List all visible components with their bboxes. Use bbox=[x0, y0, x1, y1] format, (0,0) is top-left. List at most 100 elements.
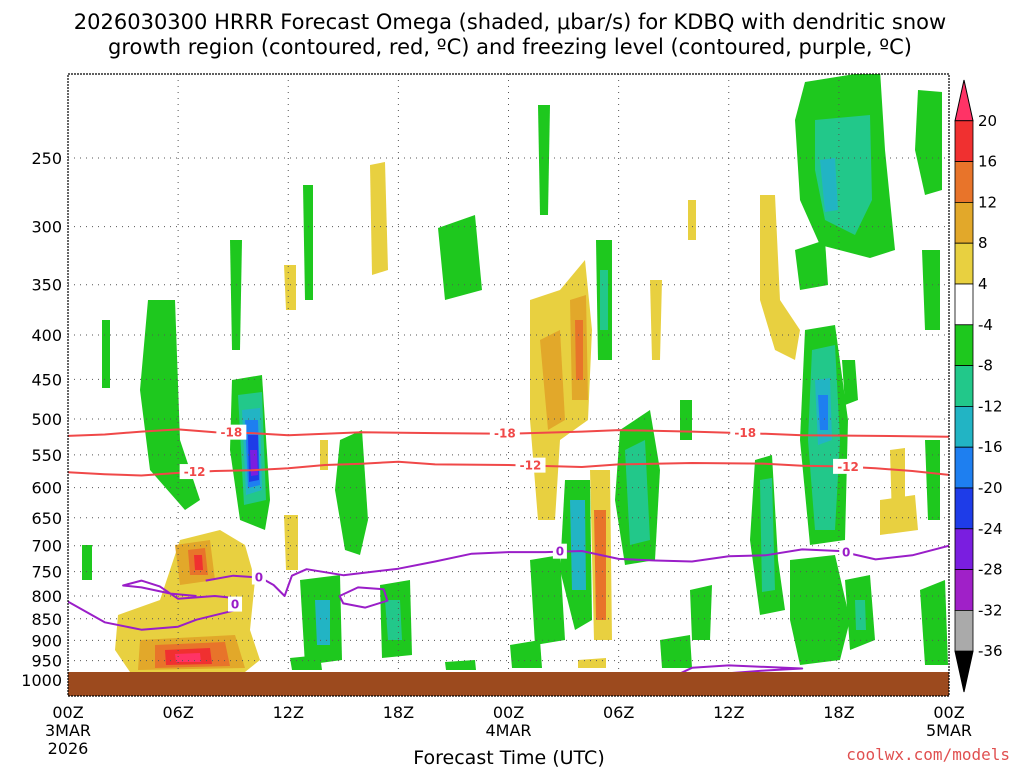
dgz-contour-label-bg bbox=[216, 424, 247, 440]
x-tick-label: 00Z bbox=[933, 703, 964, 722]
colorbar-swatch bbox=[954, 487, 974, 530]
dgz-contour-line bbox=[68, 428, 949, 438]
colorbar-swatch bbox=[954, 161, 974, 203]
x-tick-label: 06Z bbox=[162, 703, 193, 722]
plot-frame bbox=[67, 73, 950, 697]
omega-region bbox=[855, 600, 866, 630]
omega-region bbox=[315, 600, 330, 645]
omega-region bbox=[230, 240, 242, 350]
colorbar-label: -36 bbox=[978, 642, 1003, 660]
colorbar-label: -4 bbox=[978, 316, 993, 334]
freezing-contour-line bbox=[68, 579, 238, 631]
y-axis: 250 300 350 400 450 500 550 600 650 700 750 800 850 9… bbox=[21, 149, 62, 690]
y-tick-label: 900 bbox=[31, 631, 62, 650]
dgz-contour-label: -18 bbox=[221, 426, 243, 440]
freezing-contour-label-bg bbox=[228, 596, 243, 612]
y-tick-label: 950 bbox=[31, 652, 62, 671]
freezing-contour-label-bg bbox=[552, 543, 567, 559]
omega-region bbox=[320, 440, 328, 470]
colorbar-swatch bbox=[954, 569, 974, 611]
omega-region bbox=[194, 555, 203, 570]
chart-title-line-2: growth region (contoured, red, ºC) and f… bbox=[108, 35, 912, 59]
freezing-contour-label-bg bbox=[839, 544, 854, 560]
colorbar-swatch bbox=[954, 201, 974, 244]
omega-region bbox=[650, 280, 662, 360]
y-tick-label: 550 bbox=[31, 446, 62, 465]
colorbar-swatch bbox=[954, 120, 974, 163]
colorbar-label: 8 bbox=[978, 234, 988, 252]
colorbar-label: 12 bbox=[978, 193, 997, 211]
y-tick-label: 350 bbox=[31, 276, 62, 295]
colorbar-label: -12 bbox=[978, 397, 1003, 415]
omega-shading bbox=[82, 74, 948, 672]
colorbar-label: -8 bbox=[978, 357, 993, 375]
dgz-contour-label-bg bbox=[833, 458, 864, 474]
x-tick-label: 00Z bbox=[52, 703, 83, 722]
omega-region bbox=[284, 265, 296, 310]
freezing-contour-label: 0 bbox=[231, 598, 239, 612]
dgz-contour-label: -18 bbox=[734, 426, 756, 440]
omega-region bbox=[175, 653, 201, 662]
credit-text: coolwx.com/models bbox=[846, 745, 1010, 764]
omega-region bbox=[680, 400, 692, 440]
x-tick-label: 00Z bbox=[493, 703, 524, 722]
omega-region bbox=[385, 600, 402, 640]
colorbar-label: 4 bbox=[978, 275, 988, 293]
dgz-contour-label-bg bbox=[179, 464, 210, 480]
y-tick-label: 400 bbox=[31, 326, 62, 345]
y-tick-label: 800 bbox=[31, 587, 62, 606]
x-tick-label: 12Z bbox=[273, 703, 304, 722]
omega-region bbox=[880, 495, 918, 535]
y-tick-label: 650 bbox=[31, 509, 62, 528]
y-tick-label: 450 bbox=[31, 370, 62, 389]
x-tick-label: 2026 bbox=[48, 739, 89, 758]
dgz-contour-label: -12 bbox=[184, 465, 206, 479]
omega-region bbox=[760, 195, 800, 360]
y-tick-label: 600 bbox=[31, 479, 62, 498]
colorbar-swatch bbox=[954, 365, 974, 407]
omega-region bbox=[538, 105, 550, 215]
omega-region bbox=[790, 555, 850, 665]
colorbar-label: -16 bbox=[978, 438, 1003, 456]
x-axis-label: Forecast Time (UTC) bbox=[413, 747, 604, 768]
x-tick-label: 12Z bbox=[713, 703, 744, 722]
colorbar-swatch bbox=[954, 528, 974, 570]
omega-region bbox=[510, 640, 542, 668]
colorbar-label: -32 bbox=[978, 601, 1003, 619]
dgz-contour-label-bg bbox=[489, 425, 520, 441]
contours: -18 -18 -18 -12 -12 -12 0 0 0 0 bbox=[68, 424, 949, 681]
omega-region bbox=[920, 580, 948, 665]
colorbar-swatch bbox=[954, 283, 974, 326]
y-tick-label: 850 bbox=[31, 610, 62, 629]
omega-region bbox=[625, 440, 650, 545]
omega-region bbox=[540, 330, 565, 430]
omega-region bbox=[690, 585, 712, 640]
freezing-contour-line bbox=[338, 586, 389, 609]
omega-region bbox=[760, 478, 775, 592]
omega-region bbox=[530, 555, 565, 645]
colorbar-swatch bbox=[954, 610, 974, 652]
omega-region bbox=[250, 450, 258, 476]
omega-region bbox=[445, 660, 476, 670]
dgz-contour-label-bg bbox=[515, 457, 546, 473]
colorbar-label: -28 bbox=[978, 561, 1003, 579]
omega-region bbox=[575, 320, 583, 380]
freezing-contour-label: 0 bbox=[255, 571, 263, 585]
omega-region bbox=[438, 215, 482, 300]
omega-region bbox=[570, 500, 586, 590]
x-tick-label: 06Z bbox=[603, 703, 634, 722]
dgz-contour-label: -12 bbox=[520, 459, 542, 473]
omega-region bbox=[82, 545, 92, 580]
omega-region bbox=[140, 300, 200, 510]
chart-title-line-1: 2026030300 HRRR Forecast Omega (shaded, … bbox=[74, 10, 946, 34]
omega-region bbox=[284, 515, 298, 570]
omega-region bbox=[922, 250, 940, 330]
colorbar-swatch bbox=[954, 324, 974, 366]
y-tick-label: 300 bbox=[31, 218, 62, 237]
freezing-contour-label: 0 bbox=[556, 545, 564, 559]
ground-surface bbox=[68, 672, 949, 696]
omega-region bbox=[370, 162, 388, 275]
colorbar-label: -20 bbox=[978, 479, 1003, 497]
y-tick-label: 500 bbox=[31, 410, 62, 429]
colorbar-swatch bbox=[954, 79, 974, 122]
